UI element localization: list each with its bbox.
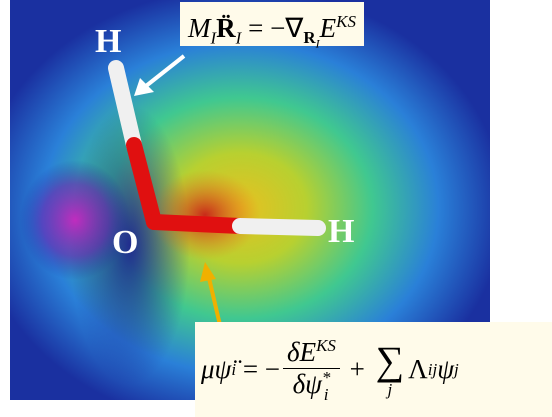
eq-sup: KS [316,335,336,355]
atom-label: O [112,224,138,261]
atom-label: H [328,213,354,250]
atom-label: H [95,23,121,60]
eq-term: = − [236,354,281,384]
eq-sub: j [453,359,459,379]
eq-term: Λ [408,354,428,384]
eq-sub: i [323,385,329,405]
eq-sup: * [321,368,331,388]
arrow [134,54,186,96]
eq-term: δE [287,336,317,367]
bond [232,218,326,236]
eq-sup: KS [336,12,356,31]
eq-sub: I [210,28,217,48]
eq-term: R̈ [216,13,236,43]
bond [146,214,248,234]
eq-sub: I [315,36,320,51]
eq-term: ∑ [375,338,405,383]
eq-sub: ij [427,359,438,379]
bond [108,60,142,153]
eq-term: E [319,13,337,43]
eq-term: ψ [437,354,454,384]
eq-term: M [188,13,211,43]
eq-term: μψ̈ [201,354,232,384]
summation: ∑ j [375,338,405,399]
lone-pair-region [20,160,130,280]
fraction: δEKS δψ * i [283,335,340,405]
eq-sub: I [235,28,242,48]
eq-term: δψ [292,368,322,399]
eq-term: = −∇ [241,13,304,43]
eq-term: + [342,354,372,384]
bond [126,137,162,230]
equation: MIR̈I = −∇RIEKS [180,2,364,51]
eq-sub: i [231,359,237,379]
high-density [150,170,260,260]
eq-sub: j [387,380,393,399]
eq-sub: R [303,28,316,48]
molecule [108,60,326,236]
